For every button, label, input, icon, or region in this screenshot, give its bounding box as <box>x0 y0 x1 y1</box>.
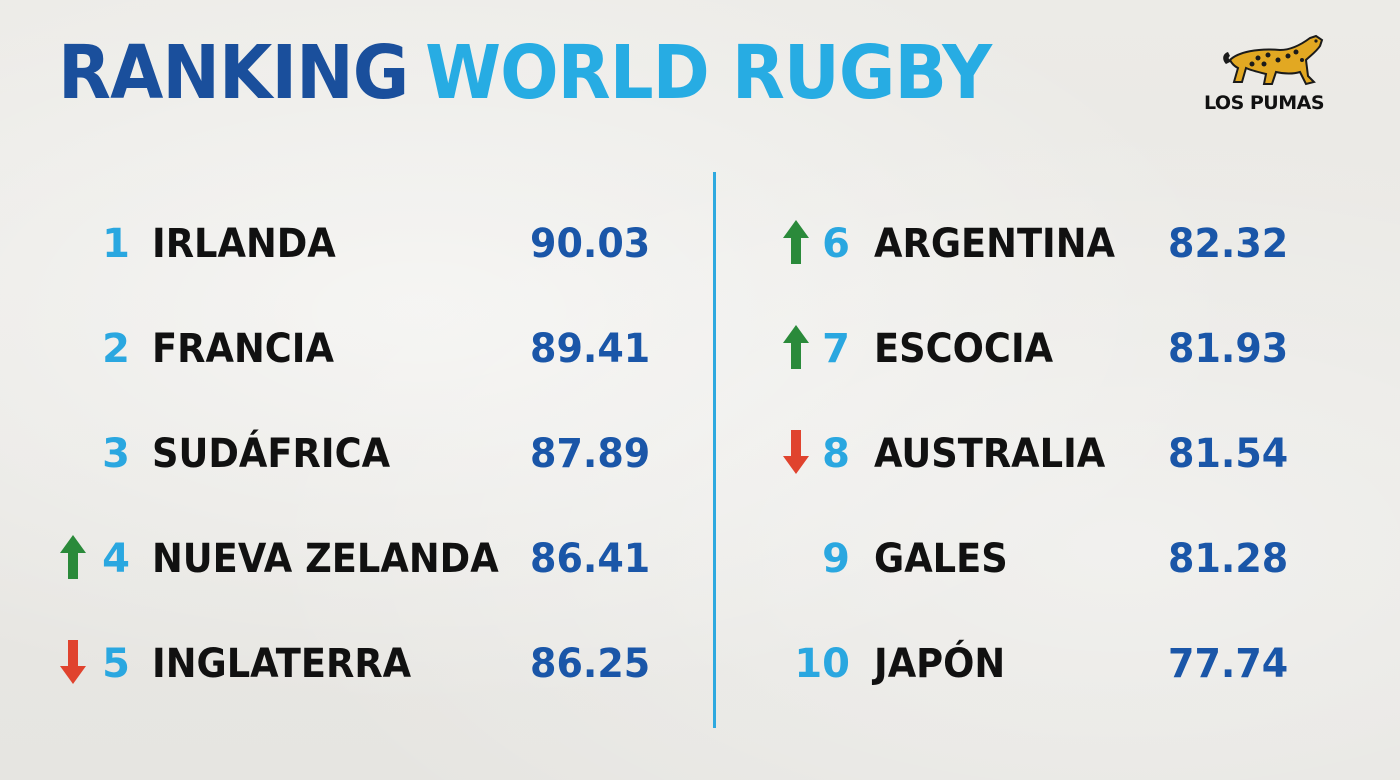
rank-number: 6 <box>822 221 850 267</box>
arrow-up-icon <box>60 535 86 579</box>
title-world-rugby: WORLD RUGBY <box>425 30 992 116</box>
team-name: FRANCIA <box>152 326 334 372</box>
team-points: 81.54 <box>1168 431 1289 477</box>
team-points: 81.28 <box>1168 536 1289 582</box>
column-divider <box>713 172 716 728</box>
rank-number: 8 <box>822 431 850 477</box>
rank-number: 9 <box>822 536 850 582</box>
rank-number: 2 <box>102 326 130 372</box>
arrow-down-icon <box>783 430 809 474</box>
team-name: ARGENTINA <box>874 221 1116 267</box>
rank-number: 3 <box>102 431 130 477</box>
team-points: 89.41 <box>530 326 651 372</box>
rank-number: 1 <box>102 221 130 267</box>
logo-text: LOS PUMAS <box>1204 92 1325 114</box>
team-points: 86.25 <box>530 641 651 687</box>
rank-number: 7 <box>822 326 850 372</box>
arrow-down-icon <box>60 640 86 684</box>
team-name: NUEVA ZELANDA <box>152 536 499 582</box>
arrow-up-icon <box>783 325 809 369</box>
team-name: ESCOCIA <box>874 326 1054 372</box>
team-name: JAPÓN <box>874 641 1006 687</box>
team-points: 87.89 <box>530 431 651 477</box>
title-ranking: RANKING <box>58 30 409 116</box>
team-name: SUDÁFRICA <box>152 431 391 477</box>
los-pumas-logo: LOS PUMAS <box>1200 30 1350 120</box>
team-points: 86.41 <box>530 536 651 582</box>
team-points: 77.74 <box>1168 641 1289 687</box>
team-name: INGLATERRA <box>152 641 412 687</box>
team-name: GALES <box>874 536 1008 582</box>
rank-number: 10 <box>794 641 850 687</box>
team-points: 81.93 <box>1168 326 1289 372</box>
page-title: RANKING WORLD RUGBY <box>58 36 992 110</box>
rank-number: 5 <box>102 641 130 687</box>
arrow-up-icon <box>783 220 809 264</box>
jaguar-icon <box>1223 34 1324 86</box>
team-name: IRLANDA <box>152 221 336 267</box>
team-points: 82.32 <box>1168 221 1289 267</box>
rank-number: 4 <box>102 536 130 582</box>
team-points: 90.03 <box>530 221 651 267</box>
team-name: AUSTRALIA <box>874 431 1106 477</box>
